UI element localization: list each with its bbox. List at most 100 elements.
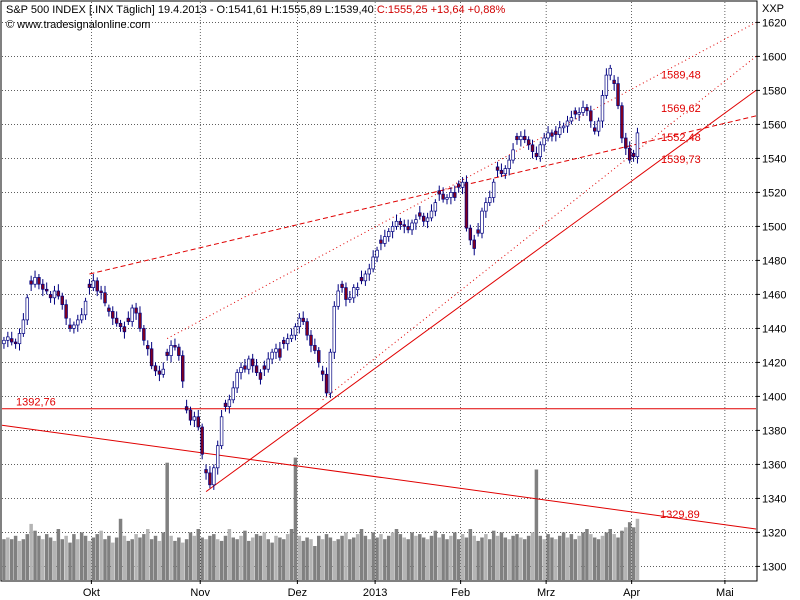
x-axis-labels: Okt Nov Dez 2013 Feb Mrz Apr Mai (83, 580, 734, 599)
candle-body (402, 224, 406, 227)
volume-bar (414, 535, 418, 580)
volume-bar (184, 539, 189, 580)
volume-bar (219, 540, 224, 580)
candle-body (569, 117, 574, 122)
candle-body (235, 372, 239, 389)
candle-body (577, 112, 581, 115)
candle-body (87, 283, 92, 288)
volume-bar (173, 540, 177, 580)
candle-body (146, 345, 150, 350)
corner-label: XXP (762, 3, 785, 15)
candle-body (604, 74, 609, 96)
candle-body (468, 227, 473, 241)
candle-body (111, 311, 115, 319)
candle-body (173, 345, 177, 348)
volume-bar (445, 539, 449, 580)
y-tick-label: 1380 (762, 425, 786, 437)
candle-body (114, 317, 119, 324)
candle-body (596, 120, 601, 132)
label-1392: 1392,76 (16, 397, 56, 409)
candle-body (507, 159, 511, 169)
volume-bar (13, 535, 18, 580)
volume-bar (522, 539, 527, 580)
volume-bar (600, 535, 605, 580)
candle-body (25, 297, 29, 321)
volume-bar (227, 529, 232, 580)
volume-bar (9, 539, 14, 580)
candle-body (414, 219, 418, 224)
volume-bar (247, 540, 251, 580)
volume-bar (348, 539, 352, 580)
candle-body (558, 127, 562, 135)
candle-body (526, 139, 531, 146)
volume-bar (495, 535, 500, 580)
candles (2, 64, 640, 490)
volume-bar (328, 537, 333, 580)
volume-bar (534, 469, 539, 580)
candle-body (122, 326, 127, 333)
candle-body (538, 144, 543, 158)
volume-bar (48, 537, 53, 580)
volume-bar (297, 535, 302, 580)
candle-body (297, 317, 302, 328)
candle-body (99, 290, 103, 294)
volume-bar (215, 539, 220, 580)
candle-body (64, 304, 68, 319)
volume-bar (542, 539, 546, 580)
candle-body (177, 346, 181, 356)
volume-bar (250, 537, 255, 580)
price-label: 1539,73 (661, 154, 701, 166)
candle-body (534, 152, 539, 158)
volume-bar (44, 534, 49, 580)
volume-bar (468, 529, 473, 580)
volume-bar (196, 529, 201, 580)
volume-bar (188, 532, 193, 580)
volume-bar (2, 539, 6, 580)
candle-body (488, 197, 492, 203)
candle-body (37, 277, 41, 285)
candle-body (418, 212, 422, 217)
y-tick-label: 1540 (762, 153, 786, 165)
volume-bar (581, 532, 585, 580)
candle-body (484, 202, 488, 212)
volume-bar (635, 518, 640, 580)
y-tick-label: 1560 (762, 119, 786, 131)
volume-bar (235, 539, 239, 580)
candle-body (589, 110, 593, 122)
volume-bar (441, 534, 445, 580)
y-tick-label: 1620 (762, 17, 786, 29)
candle-body (363, 273, 368, 282)
chart-header: S&P 500 INDEX [.INX Täglich] 19.4.2013 -… (6, 4, 505, 16)
volume-bar (153, 535, 158, 580)
candle-body (21, 319, 26, 334)
candle-body (301, 317, 305, 322)
volume-bar (390, 532, 395, 580)
plot-frame (0, 0, 758, 582)
price-label: 1589,48 (661, 69, 701, 81)
candle-body (406, 226, 410, 231)
volume-bar (200, 537, 204, 580)
volume-bar (33, 530, 37, 580)
volume-bar (425, 539, 430, 580)
x-tick-label: Nov (190, 587, 210, 599)
candle-body (631, 152, 636, 158)
volume-bar (79, 532, 84, 580)
volume-bar (375, 537, 379, 580)
candle-body (200, 426, 204, 455)
volume-bar (134, 534, 138, 580)
candle-body (223, 402, 228, 407)
volume-bar (336, 539, 340, 580)
volume-bar (285, 534, 290, 580)
candle-body (2, 339, 6, 345)
volume-bar (111, 542, 115, 580)
volume-bar (239, 535, 243, 580)
volume-bar (550, 537, 554, 580)
candle-body (10, 338, 14, 343)
volume-bar (449, 535, 453, 580)
candle-body (600, 95, 605, 122)
candle-body (270, 351, 274, 360)
volume-bar (177, 537, 181, 580)
candle-body (480, 210, 484, 234)
volume-bar (192, 535, 197, 580)
volume-bar (17, 540, 22, 580)
